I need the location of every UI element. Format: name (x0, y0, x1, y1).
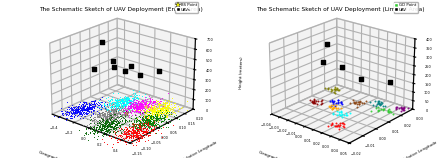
Title: The Schematic Sketch of UAV Deployment (Limited Area): The Schematic Sketch of UAV Deployment (… (256, 7, 425, 12)
Y-axis label: Geographic Relative Longitude: Geographic Relative Longitude (160, 141, 218, 158)
X-axis label: Geographic Relative Latitude: Geographic Relative Latitude (258, 150, 315, 158)
Title: The Schematic Sketch of UAV Deployment (Entire Area): The Schematic Sketch of UAV Deployment (… (39, 7, 203, 12)
Legend: BS Point, UAVs: BS Point, UAVs (175, 2, 198, 13)
Legend: GD Point, UAV: GD Point, UAV (394, 2, 418, 13)
X-axis label: Geographic Relative Latitude: Geographic Relative Latitude (39, 150, 96, 158)
Y-axis label: Geographic Relative Longitude: Geographic Relative Longitude (380, 141, 437, 158)
